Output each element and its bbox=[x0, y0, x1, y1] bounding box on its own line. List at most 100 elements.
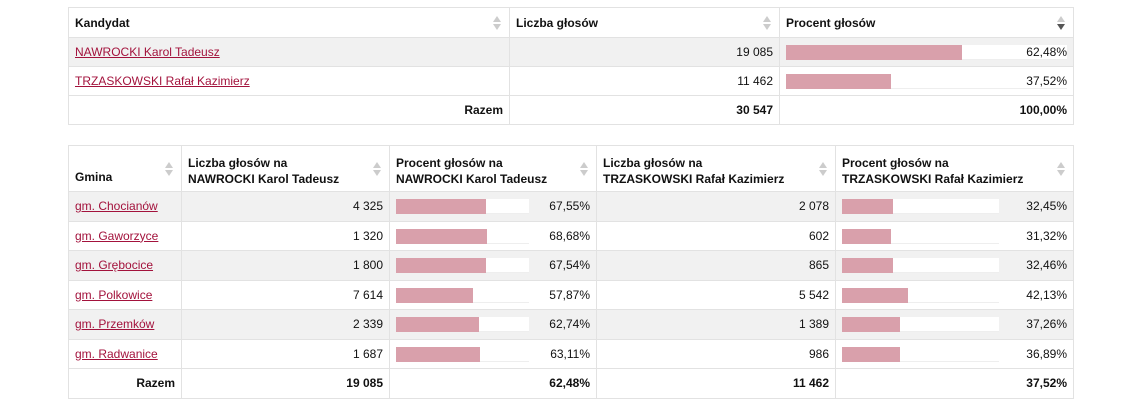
percent-bar-track bbox=[842, 258, 999, 273]
percent-bar-track bbox=[842, 317, 999, 332]
percent-bar bbox=[396, 287, 529, 303]
votes-trzaskowski-cell: 5 542 bbox=[596, 279, 836, 310]
votes-cell: 11 462 bbox=[509, 66, 780, 96]
candidate-cell: TRZASKOWSKI Rafał Kazimierz bbox=[68, 66, 510, 96]
percent-bar-fill bbox=[396, 346, 480, 362]
percent-bar-track bbox=[786, 74, 1067, 89]
header-votes-nawrocki-line1: Liczba głosów na bbox=[188, 155, 288, 170]
percent-bar-fill bbox=[396, 317, 480, 332]
percent-nawrocki-cell: 62,74% bbox=[389, 309, 597, 340]
commune-cell: gm. Grębocice bbox=[68, 250, 182, 281]
votes-trzaskowski-cell: 865 bbox=[596, 250, 836, 281]
commune-header-row: Gmina Liczba głosów na NAWROCKI Karol Ta… bbox=[68, 145, 1074, 192]
votes-trzaskowski-cell: 1 389 bbox=[596, 309, 836, 340]
commune-link[interactable]: gm. Polkowice bbox=[75, 287, 153, 302]
sort-arrows-icon[interactable] bbox=[763, 15, 771, 30]
percent-bar-fill bbox=[396, 287, 473, 303]
votes-nawrocki-cell: 1 800 bbox=[181, 250, 390, 281]
commune-row: gm. Polkowice 7 614 57,87% 5 542 42,13% bbox=[68, 279, 1074, 310]
percent-cell: 62,48% bbox=[779, 37, 1074, 67]
commune-cell: gm. Gaworzyce bbox=[68, 220, 182, 251]
percent-nawrocki-cell: 67,54% bbox=[389, 250, 597, 281]
total-label: Razem bbox=[68, 368, 182, 399]
votes-trzaskowski-cell: 602 bbox=[596, 220, 836, 251]
total-percent: 100,00% bbox=[779, 95, 1074, 125]
percent-bar bbox=[842, 346, 999, 362]
votes-trzaskowski-cell: 2 078 bbox=[596, 191, 836, 222]
header-percent-nawrocki[interactable]: Procent głosów na NAWROCKI Karol Tadeusz bbox=[389, 145, 597, 192]
percent-bar bbox=[842, 228, 999, 244]
commune-row: gm. Gaworzyce 1 320 68,68% 602 31,32% bbox=[68, 220, 1074, 251]
commune-link[interactable]: gm. Chocianów bbox=[75, 199, 158, 214]
sort-arrows-icon[interactable] bbox=[819, 161, 827, 176]
header-percent-trzaskowski-line2: TRZASKOWSKI Rafał Kazimierz bbox=[842, 171, 1024, 186]
percent-value: 36,89% bbox=[1026, 346, 1067, 361]
header-votes-trzaskowski[interactable]: Liczba głosów na TRZASKOWSKI Rafał Kazim… bbox=[596, 145, 836, 192]
header-votes[interactable]: Liczba głosów bbox=[509, 7, 780, 38]
percent-bar-fill bbox=[842, 346, 900, 362]
total-percent-trzaskowski: 37,52% bbox=[835, 368, 1074, 399]
commune-link[interactable]: gm. Przemków bbox=[75, 317, 155, 332]
summary-row: NAWROCKI Karol Tadeusz 19 085 62,48% bbox=[68, 37, 1074, 67]
total-label: Razem bbox=[68, 95, 510, 125]
header-percent-nawrocki-line1: Procent głosów na bbox=[396, 155, 503, 170]
percent-bar bbox=[842, 317, 999, 332]
votes-nawrocki-cell: 7 614 bbox=[181, 279, 390, 310]
percent-cell: 37,52% bbox=[779, 66, 1074, 96]
header-votes-nawrocki[interactable]: Liczba głosów na NAWROCKI Karol Tadeusz bbox=[181, 145, 390, 192]
percent-bar-fill bbox=[396, 258, 486, 273]
percent-bar-fill bbox=[842, 228, 892, 244]
commune-link[interactable]: gm. Grębocice bbox=[75, 258, 154, 273]
header-percent-trzaskowski-line1: Procent głosów na bbox=[842, 155, 949, 170]
header-votes-label: Liczba głosów bbox=[516, 15, 599, 30]
commune-cell: gm. Przemków bbox=[68, 309, 182, 340]
percent-trzaskowski-cell: 32,46% bbox=[835, 250, 1074, 281]
percent-value: 67,54% bbox=[549, 258, 590, 273]
percent-nawrocki-cell: 67,55% bbox=[389, 191, 597, 222]
percent-trzaskowski-cell: 32,45% bbox=[835, 191, 1074, 222]
percent-bar-fill bbox=[786, 74, 892, 89]
sort-arrows-icon[interactable] bbox=[493, 15, 501, 30]
percent-value: 37,52% bbox=[1026, 74, 1067, 88]
percent-value: 57,87% bbox=[549, 287, 590, 302]
header-candidate-label: Kandydat bbox=[75, 15, 130, 30]
candidate-cell: NAWROCKI Karol Tadeusz bbox=[68, 37, 510, 67]
header-percent-nawrocki-line2: NAWROCKI Karol Tadeusz bbox=[396, 171, 548, 186]
votes-nawrocki-cell: 2 339 bbox=[181, 309, 390, 340]
commune-cell: gm. Radwanice bbox=[68, 338, 182, 369]
commune-link[interactable]: gm. Gaworzyce bbox=[75, 228, 159, 243]
percent-nawrocki-cell: 63,11% bbox=[389, 338, 597, 369]
candidate-link[interactable]: TRZASKOWSKI Rafał Kazimierz bbox=[75, 74, 250, 88]
candidate-link[interactable]: NAWROCKI Karol Tadeusz bbox=[75, 45, 220, 59]
sort-desc-icon[interactable] bbox=[1057, 15, 1065, 30]
header-commune[interactable]: Gmina bbox=[68, 145, 182, 192]
votes-trzaskowski-cell: 986 bbox=[596, 338, 836, 369]
percent-bar-fill bbox=[786, 45, 962, 60]
percent-trzaskowski-cell: 36,89% bbox=[835, 338, 1074, 369]
commune-row: gm. Radwanice 1 687 63,11% 986 36,89% bbox=[68, 338, 1074, 369]
percent-value: 62,48% bbox=[1026, 45, 1067, 59]
sort-arrows-icon[interactable] bbox=[1057, 161, 1065, 176]
percent-bar bbox=[396, 346, 529, 362]
header-commune-label: Gmina bbox=[75, 170, 113, 184]
commune-cell: gm. Polkowice bbox=[68, 279, 182, 310]
percent-bar-fill bbox=[842, 317, 901, 332]
total-votes-trzaskowski: 11 462 bbox=[596, 368, 836, 399]
sort-arrows-icon[interactable] bbox=[373, 161, 381, 176]
sort-arrows-icon[interactable] bbox=[165, 161, 173, 176]
percent-bar bbox=[396, 199, 529, 214]
summary-row: TRZASKOWSKI Rafał Kazimierz 11 462 37,52% bbox=[68, 66, 1074, 96]
sort-arrows-icon[interactable] bbox=[580, 161, 588, 176]
header-candidate[interactable]: Kandydat bbox=[68, 7, 510, 38]
total-percent-nawrocki: 62,48% bbox=[389, 368, 597, 399]
percent-value: 32,46% bbox=[1026, 258, 1067, 273]
header-percent[interactable]: Procent głosów bbox=[779, 7, 1074, 38]
commune-link[interactable]: gm. Radwanice bbox=[75, 346, 158, 361]
percent-bar bbox=[842, 199, 999, 214]
header-percent-trzaskowski[interactable]: Procent głosów na TRZASKOWSKI Rafał Kazi… bbox=[835, 145, 1074, 192]
percent-value: 32,45% bbox=[1026, 199, 1067, 214]
percent-value: 63,11% bbox=[550, 346, 590, 361]
header-votes-trzaskowski-line2: TRZASKOWSKI Rafał Kazimierz bbox=[603, 171, 785, 186]
summary-results-table: Kandydat Liczba głosów Procent głosów NA… bbox=[68, 7, 1074, 125]
percent-bar-fill bbox=[842, 199, 893, 214]
